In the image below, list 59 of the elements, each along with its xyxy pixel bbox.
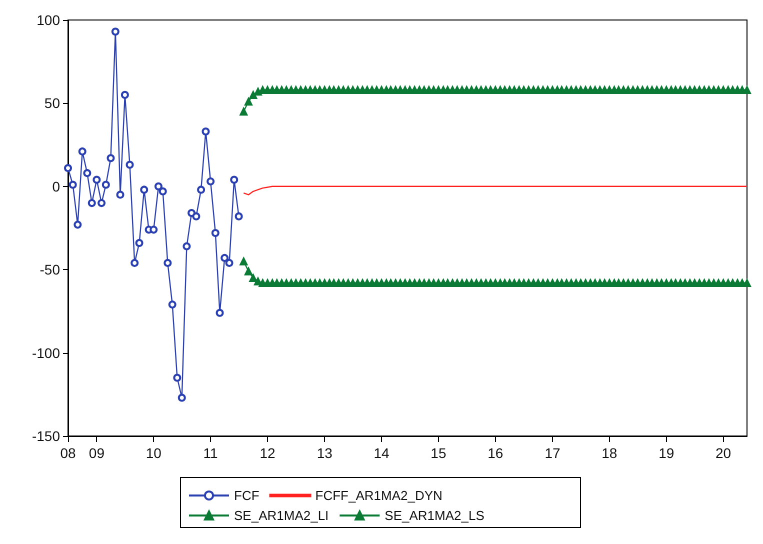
y-tick-label: -150 bbox=[32, 428, 60, 444]
point bbox=[220, 254, 229, 262]
y-tick-label: 0 bbox=[52, 178, 60, 194]
point bbox=[135, 238, 144, 247]
y-tick-label: 100 bbox=[36, 12, 60, 28]
x-tick-label: 16 bbox=[488, 445, 504, 461]
point bbox=[154, 182, 162, 190]
legend-label: FCF bbox=[234, 488, 260, 503]
point bbox=[234, 212, 243, 220]
x-tick-label: 15 bbox=[430, 445, 446, 461]
point bbox=[192, 212, 200, 220]
y-tick-label: -50 bbox=[40, 262, 60, 278]
x-tick-label: 10 bbox=[146, 445, 162, 461]
legend-label: SE_AR1MA2_LS bbox=[384, 508, 485, 523]
point bbox=[83, 169, 92, 178]
x-tick-label: 09 bbox=[88, 445, 105, 461]
x-tick-label: 13 bbox=[316, 445, 333, 461]
point bbox=[158, 187, 167, 196]
x-tick-label: 12 bbox=[260, 445, 276, 461]
point bbox=[64, 164, 72, 172]
point bbox=[68, 180, 77, 189]
point bbox=[98, 199, 106, 208]
point bbox=[202, 127, 210, 136]
x-tick-label: 18 bbox=[602, 445, 618, 461]
point bbox=[216, 308, 224, 317]
point bbox=[173, 374, 182, 382]
point bbox=[74, 220, 82, 229]
line-series bbox=[243, 186, 748, 196]
point bbox=[206, 177, 215, 186]
point bbox=[140, 186, 148, 194]
x-tick-label: 11 bbox=[203, 445, 218, 461]
y-tick-label: 50 bbox=[44, 95, 60, 112]
x-tick-label: 20 bbox=[716, 445, 732, 461]
point bbox=[178, 394, 186, 402]
point bbox=[150, 226, 158, 234]
x-tick-label: 14 bbox=[374, 445, 390, 461]
point bbox=[88, 199, 96, 208]
point bbox=[126, 160, 134, 169]
legend-label: FCFF_AR1MA2_DYN bbox=[315, 488, 442, 503]
x-tick-label: 08 bbox=[60, 445, 76, 461]
x-tick-label: 17 bbox=[544, 445, 560, 461]
point bbox=[111, 28, 120, 36]
x-tick-label: 19 bbox=[658, 445, 674, 461]
point bbox=[230, 176, 238, 184]
point bbox=[211, 228, 220, 237]
point bbox=[106, 154, 115, 162]
point bbox=[78, 147, 86, 156]
point bbox=[225, 258, 234, 267]
legend-label: SE_AR1MA2_LI bbox=[234, 508, 329, 523]
y-tick-label: -100 bbox=[32, 344, 60, 361]
point bbox=[92, 176, 101, 184]
point bbox=[116, 190, 124, 199]
point bbox=[102, 180, 110, 189]
point bbox=[164, 258, 172, 267]
point bbox=[120, 90, 129, 99]
point bbox=[197, 186, 206, 194]
point bbox=[182, 242, 191, 250]
point bbox=[168, 300, 176, 309]
point bbox=[130, 258, 139, 267]
